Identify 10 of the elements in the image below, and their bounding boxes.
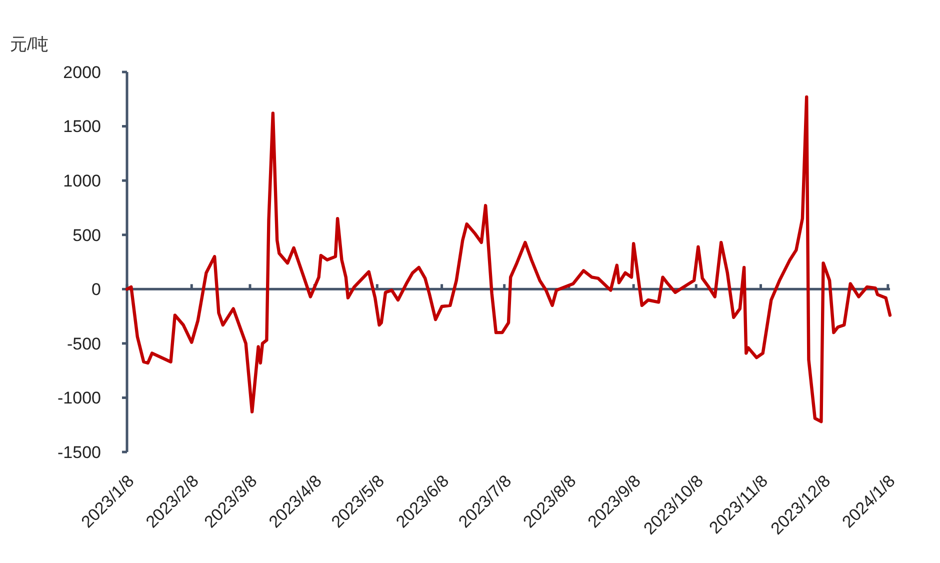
y-tick-label: 2000 — [63, 62, 101, 82]
y-tick-label: -500 — [66, 334, 101, 354]
y-tick-label: 500 — [72, 226, 101, 245]
line-series — [125, 95, 892, 424]
y-tick-label: 0 — [92, 280, 101, 300]
y-axis-title: 元/吨 — [10, 35, 49, 54]
y-tick-label: 1500 — [63, 117, 101, 136]
y-tick-label: -1500 — [58, 442, 101, 462]
y-tick-label: 1000 — [63, 172, 101, 191]
y-tick-label: -1000 — [58, 388, 101, 408]
